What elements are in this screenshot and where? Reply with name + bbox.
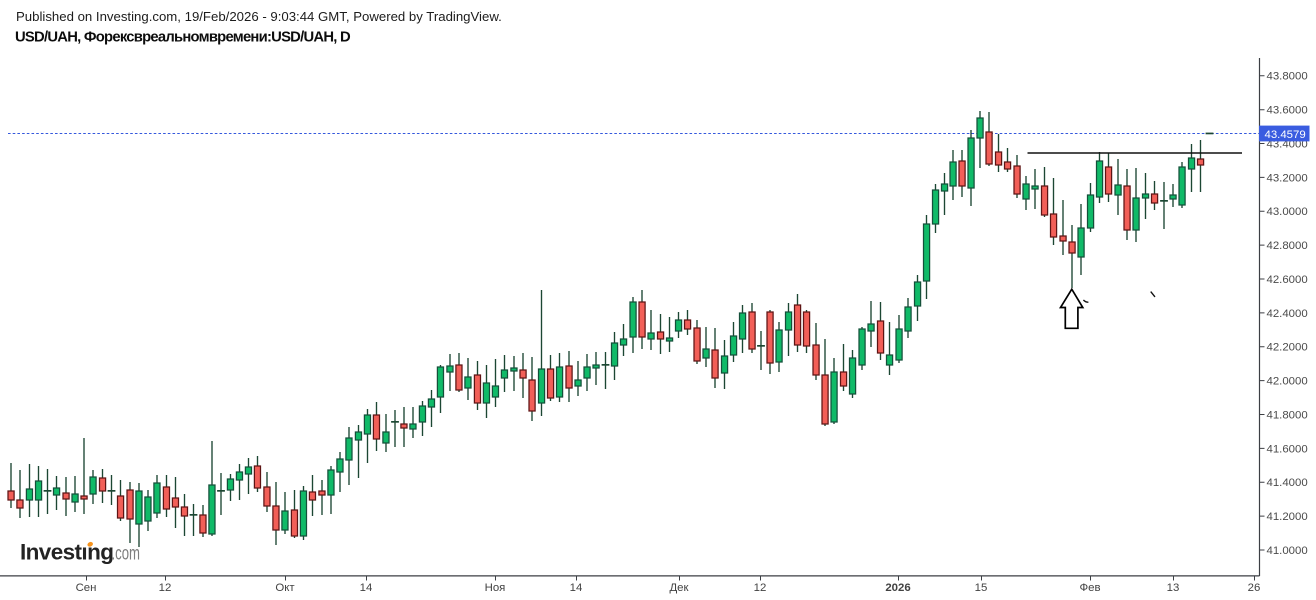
svg-text:14: 14 xyxy=(360,582,373,594)
svg-text:42.8000: 42.8000 xyxy=(1267,240,1308,252)
svg-text:15: 15 xyxy=(975,582,988,594)
svg-text:41.4000: 41.4000 xyxy=(1267,477,1308,489)
svg-text:42.2000: 42.2000 xyxy=(1267,342,1308,354)
svg-text:43.6000: 43.6000 xyxy=(1267,105,1308,117)
svg-text:43.0000: 43.0000 xyxy=(1267,206,1308,218)
svg-text:43.4579: 43.4579 xyxy=(1265,129,1306,141)
svg-text:USD/UAH, Форексвреальномвремен: USD/UAH, Форексвреальномвремени:USD/UAH,… xyxy=(15,30,351,46)
svg-text:41.8000: 41.8000 xyxy=(1267,409,1308,421)
svg-text:42.4000: 42.4000 xyxy=(1267,308,1308,320)
svg-text:12: 12 xyxy=(159,582,172,594)
svg-text:12: 12 xyxy=(754,582,767,594)
svg-text:43.2000: 43.2000 xyxy=(1267,172,1308,184)
svg-text:Дек: Дек xyxy=(669,582,689,594)
svg-text:42.0000: 42.0000 xyxy=(1267,376,1308,388)
svg-text:14: 14 xyxy=(570,582,583,594)
svg-text:2026: 2026 xyxy=(885,582,910,594)
svg-text:43.8000: 43.8000 xyxy=(1267,71,1308,83)
svg-text:41.2000: 41.2000 xyxy=(1267,511,1308,523)
svg-text:.com: .com xyxy=(112,543,141,565)
svg-text:Ноя: Ноя xyxy=(485,582,506,594)
svg-text:41.6000: 41.6000 xyxy=(1267,443,1308,455)
svg-text:Сен: Сен xyxy=(76,582,97,594)
svg-text:13: 13 xyxy=(1167,582,1180,594)
svg-text:41.0000: 41.0000 xyxy=(1267,545,1308,557)
svg-text:Published on Investing.com, 19: Published on Investing.com, 19/Feb/2026 … xyxy=(16,9,502,24)
svg-text:42.6000: 42.6000 xyxy=(1267,274,1308,286)
svg-text:Investıng: Investıng xyxy=(20,540,113,565)
svg-text:26: 26 xyxy=(1248,582,1261,594)
svg-text:Окт: Окт xyxy=(275,582,295,594)
svg-text:Фев: Фев xyxy=(1079,582,1100,594)
